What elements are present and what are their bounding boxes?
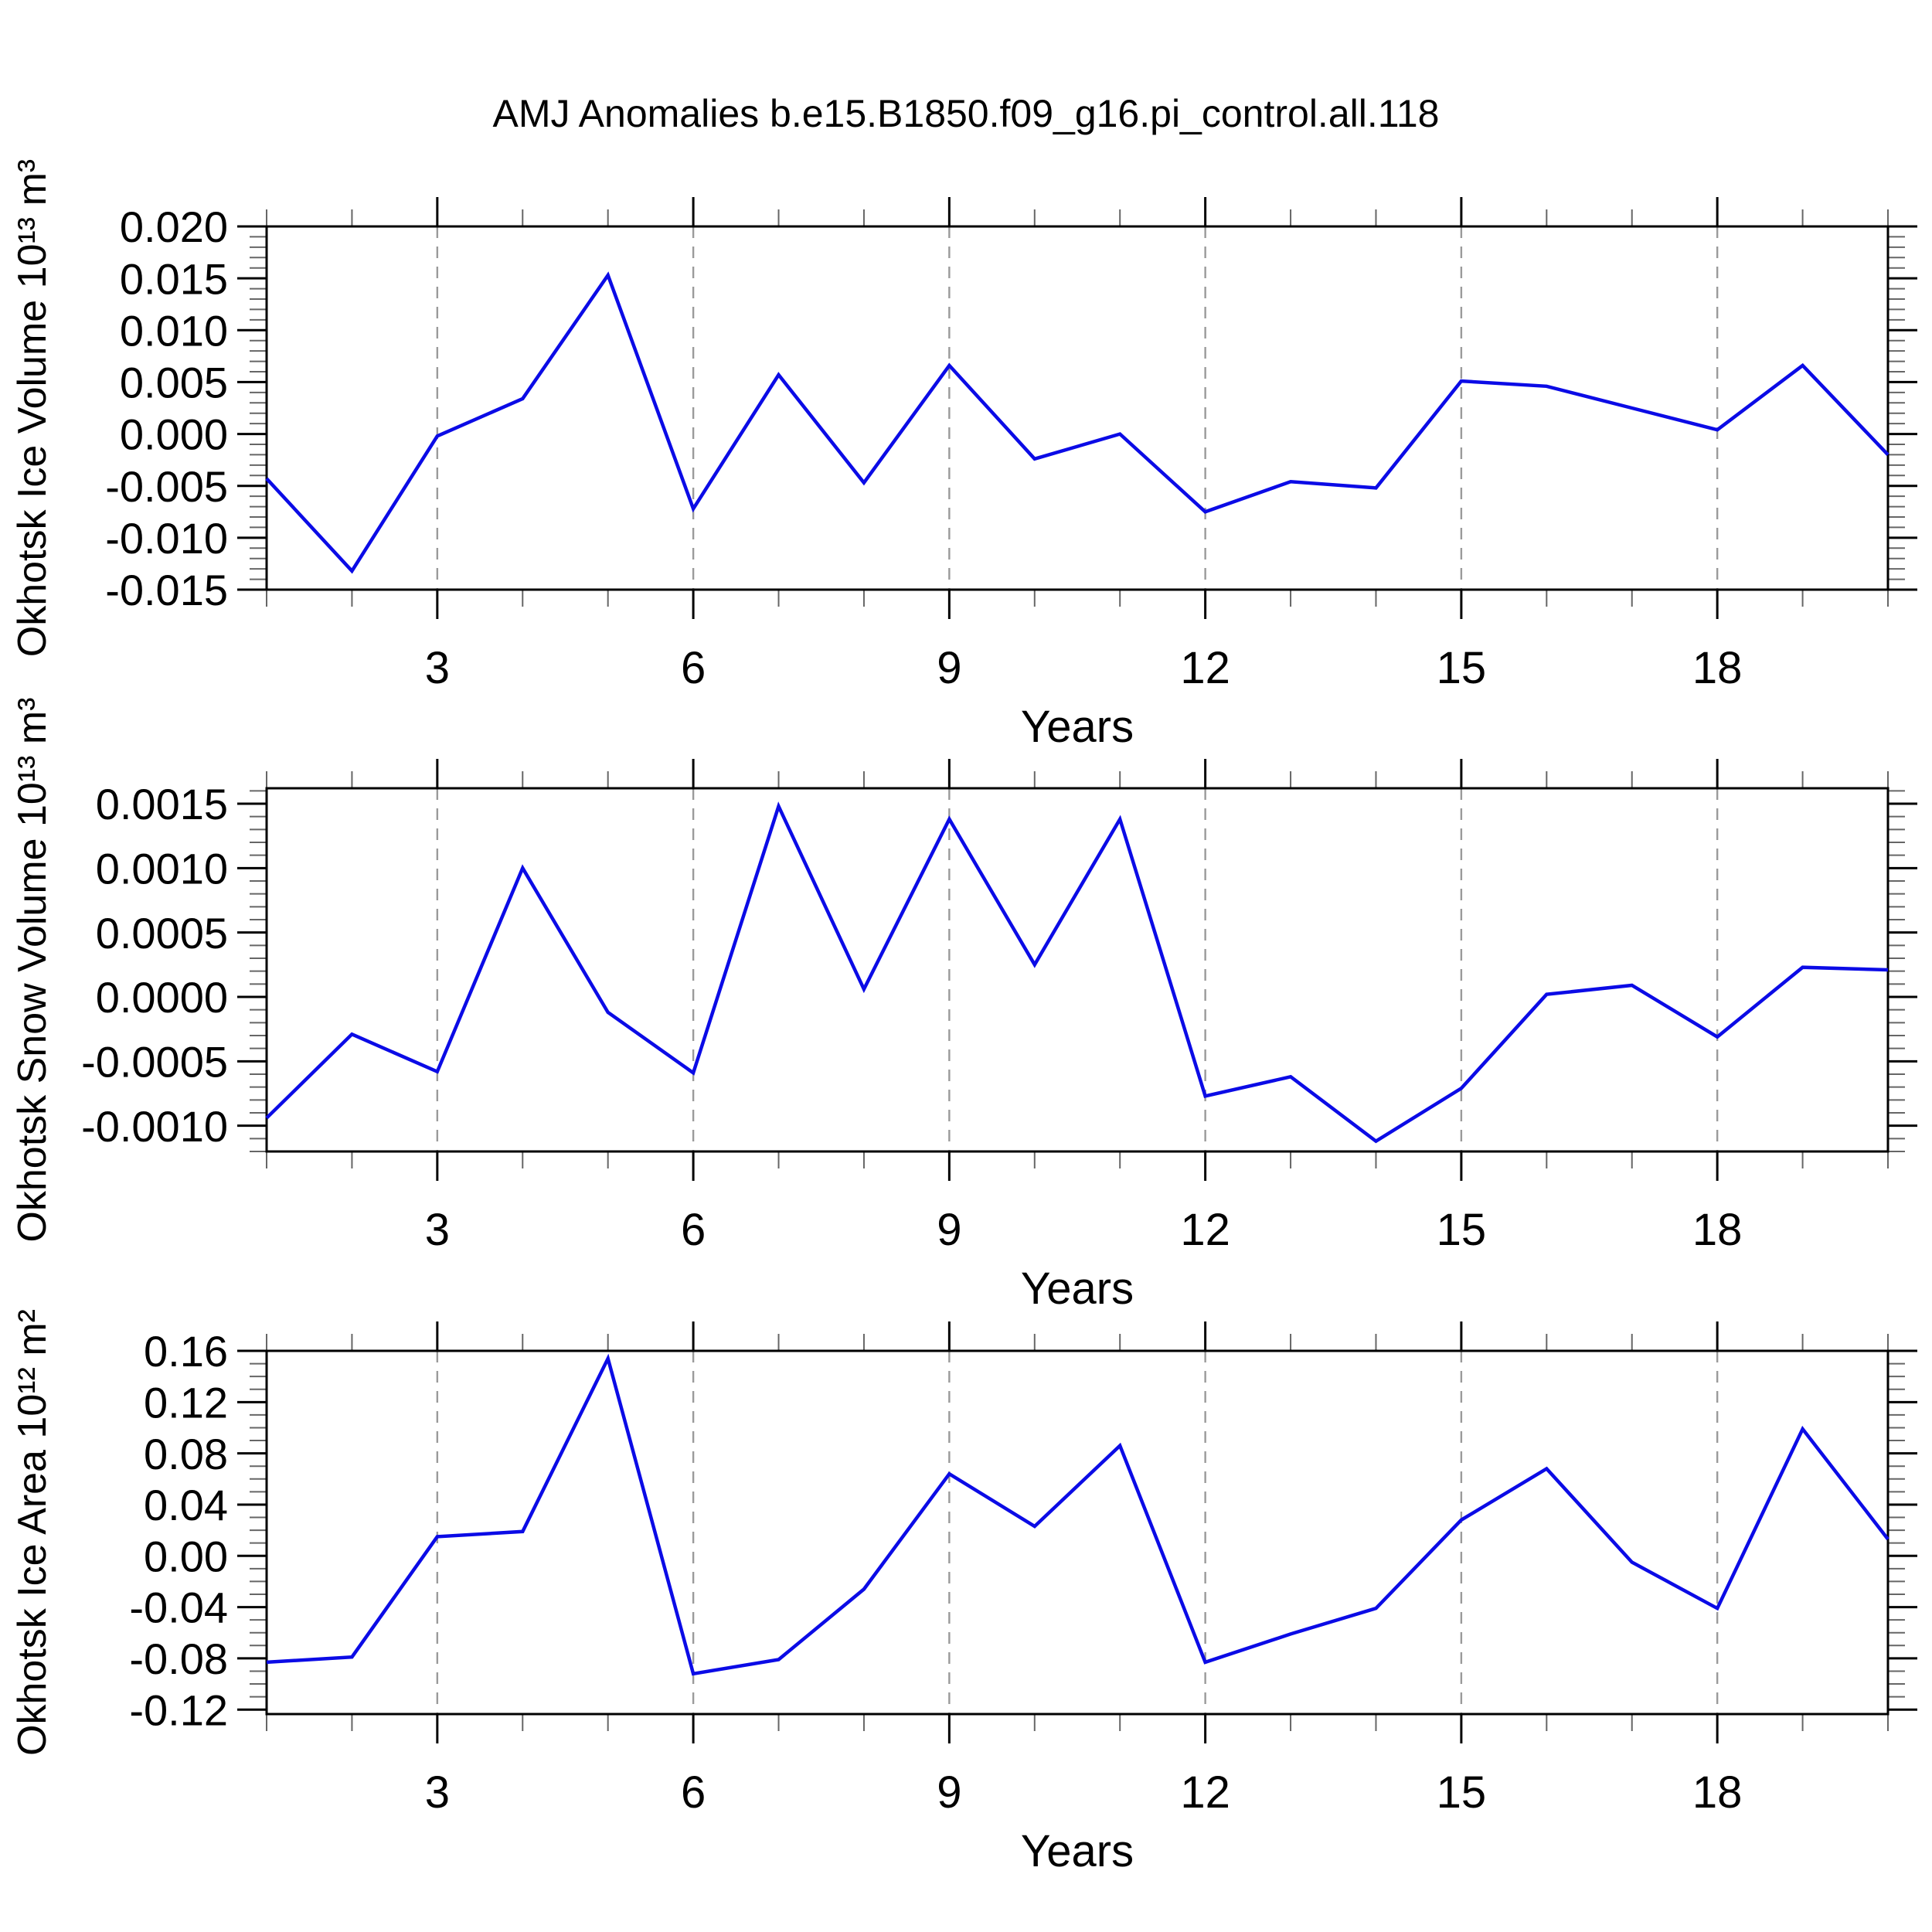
y-tick-label: 0.000 (120, 410, 228, 459)
y-tick-label: 0.0015 (96, 780, 228, 828)
x-tick-label: 15 (1437, 643, 1487, 693)
x-tick-label: 18 (1692, 1205, 1743, 1255)
y-tick-label: -0.0010 (81, 1102, 228, 1151)
x-axis-label: Years (1021, 702, 1134, 752)
y-tick-label: 0.015 (120, 254, 228, 303)
y-tick-label: -0.08 (129, 1634, 228, 1683)
plot-frame (265, 1349, 1889, 1716)
panel-0: 0.0200.0150.0100.0050.000-0.005-0.010-0.… (105, 197, 1917, 752)
y-tick-label: 0.00 (144, 1532, 228, 1580)
chart-title: AMJ Anomalies b.e15.B1850.f09_g16.pi_con… (492, 92, 1440, 135)
y-tick-label: -0.0005 (81, 1037, 228, 1086)
y-tick-label: 0.16 (144, 1327, 228, 1376)
y-tick-label: -0.010 (105, 514, 228, 563)
y-tick-label: 0.08 (144, 1430, 228, 1478)
y-tick-label: 0.0005 (96, 909, 228, 957)
data-line (265, 801, 1889, 1144)
panel-2: 0.160.120.080.040.00-0.04-0.08-0.12 3 6 9 12… (129, 1321, 1917, 1876)
x-tick-label: 12 (1180, 643, 1230, 693)
x-tick-label: 3 (425, 1767, 450, 1818)
y-tick-label: -0.005 (105, 462, 228, 511)
x-tick-label: 3 (425, 643, 450, 693)
y-tick-label: 0.04 (144, 1481, 228, 1529)
x-tick-label: 15 (1437, 1205, 1487, 1255)
y-tick-label: 0.010 (120, 306, 228, 355)
x-tick-label: 12 (1180, 1767, 1230, 1818)
x-tick-label: 18 (1692, 1767, 1743, 1818)
x-tick-label: 9 (937, 1767, 961, 1818)
x-axis-label: Years (1021, 1264, 1134, 1314)
x-tick-label: 18 (1692, 643, 1743, 693)
y-tick-label: 0.005 (120, 359, 228, 407)
y-tick-label: 0.020 (120, 202, 228, 251)
panel-1: 0.0015 0.0010 0.0005 0.0000 -0.0005 -0.0010 3 6… (81, 759, 1917, 1314)
y-tick-label: 0.0000 (96, 973, 228, 1022)
x-tick-label: 9 (937, 643, 961, 693)
plot-frame (265, 225, 1889, 591)
data-line (265, 271, 1889, 574)
y-tick-label: -0.015 (105, 566, 228, 614)
x-tick-label: 6 (681, 643, 706, 693)
x-axis-label: Years (1021, 1826, 1134, 1876)
x-tick-label: 12 (1180, 1205, 1230, 1255)
y-tick-label: -0.04 (129, 1583, 228, 1632)
x-tick-label: 6 (681, 1767, 706, 1818)
y-tick-label: -0.12 (129, 1685, 228, 1734)
y-tick-label: 0.0010 (96, 844, 228, 893)
x-tick-label: 9 (937, 1205, 961, 1255)
x-tick-label: 15 (1437, 1767, 1487, 1818)
x-tick-label: 3 (425, 1205, 450, 1255)
x-tick-label: 6 (681, 1205, 706, 1255)
y-tick-label: 0.12 (144, 1378, 228, 1427)
plot-frame (265, 787, 1889, 1153)
data-line (266, 1353, 1889, 1676)
